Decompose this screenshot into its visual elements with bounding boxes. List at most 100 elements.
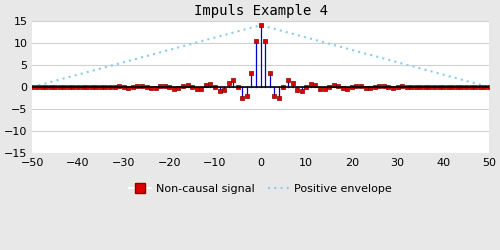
Point xyxy=(480,85,488,89)
Point xyxy=(389,86,397,90)
Point xyxy=(92,84,100,88)
Point xyxy=(211,85,219,89)
Point xyxy=(33,85,41,89)
Point xyxy=(220,88,228,92)
Point xyxy=(402,85,410,89)
Point xyxy=(152,86,160,90)
Point xyxy=(348,85,356,89)
Point xyxy=(161,84,169,88)
Title: Impuls Example 4: Impuls Example 4 xyxy=(194,4,328,18)
Point xyxy=(243,94,251,98)
Point xyxy=(206,82,214,86)
Point xyxy=(83,85,91,89)
Point xyxy=(325,85,333,89)
Point xyxy=(238,96,246,100)
Point xyxy=(192,88,200,92)
Point xyxy=(234,85,242,89)
Point xyxy=(102,86,110,89)
Point xyxy=(407,85,415,89)
Point xyxy=(394,85,402,89)
Point xyxy=(120,85,128,89)
Point xyxy=(46,85,54,89)
Point xyxy=(384,86,392,89)
Point xyxy=(439,85,447,89)
Legend: Non-causal signal, Positive envelope: Non-causal signal, Positive envelope xyxy=(124,179,396,198)
Point xyxy=(124,86,132,90)
Point xyxy=(179,84,187,88)
Point xyxy=(320,88,328,92)
Point xyxy=(476,85,484,89)
Point xyxy=(270,94,278,98)
Point xyxy=(471,85,479,89)
Point xyxy=(147,86,155,90)
Point xyxy=(293,88,301,92)
Point xyxy=(38,85,46,89)
Point xyxy=(380,84,388,88)
Point xyxy=(248,71,256,75)
Point xyxy=(229,78,237,82)
Point xyxy=(138,84,146,88)
Point xyxy=(174,86,182,90)
Point xyxy=(166,85,173,89)
Point xyxy=(142,85,150,89)
Point xyxy=(280,85,287,89)
Point xyxy=(302,85,310,89)
Point xyxy=(298,89,306,93)
Point xyxy=(184,83,192,87)
Point xyxy=(307,82,315,86)
Point xyxy=(266,71,274,75)
Point xyxy=(453,85,461,89)
Point xyxy=(42,85,50,89)
Point xyxy=(344,86,351,90)
Point xyxy=(275,96,283,100)
Point xyxy=(60,85,68,89)
Point xyxy=(434,85,442,89)
Point xyxy=(444,85,452,89)
Point xyxy=(188,85,196,89)
Point xyxy=(288,82,296,86)
Point xyxy=(256,23,264,27)
Point xyxy=(198,87,205,91)
Point xyxy=(134,84,141,88)
Point xyxy=(216,89,224,93)
Point xyxy=(224,82,232,86)
Point xyxy=(448,85,456,89)
Point xyxy=(430,85,438,89)
Point xyxy=(74,85,82,89)
Point xyxy=(485,85,493,89)
Point xyxy=(421,84,429,88)
Point xyxy=(339,86,347,90)
Point xyxy=(261,39,269,43)
Point xyxy=(156,84,164,88)
Point xyxy=(110,85,118,89)
Point xyxy=(416,85,424,89)
Point xyxy=(106,85,114,89)
Point xyxy=(65,85,73,89)
Point xyxy=(398,84,406,88)
Point xyxy=(312,83,320,87)
Point xyxy=(412,86,420,89)
Point xyxy=(70,85,78,89)
Point xyxy=(352,84,360,88)
Point xyxy=(330,83,338,87)
Point xyxy=(370,85,378,89)
Point xyxy=(51,85,59,89)
Point xyxy=(458,85,466,89)
Point xyxy=(56,85,64,89)
Point xyxy=(284,78,292,82)
Point xyxy=(334,84,342,88)
Point xyxy=(28,85,36,89)
Point xyxy=(202,83,210,87)
Point xyxy=(88,85,96,89)
Point xyxy=(129,86,137,89)
Point xyxy=(426,85,434,89)
Point xyxy=(316,87,324,91)
Point xyxy=(115,84,123,88)
Point xyxy=(376,84,384,88)
Point xyxy=(466,85,474,89)
Point xyxy=(78,85,86,89)
Point xyxy=(97,85,105,89)
Point xyxy=(366,86,374,90)
Point xyxy=(170,86,178,90)
Point xyxy=(357,84,365,88)
